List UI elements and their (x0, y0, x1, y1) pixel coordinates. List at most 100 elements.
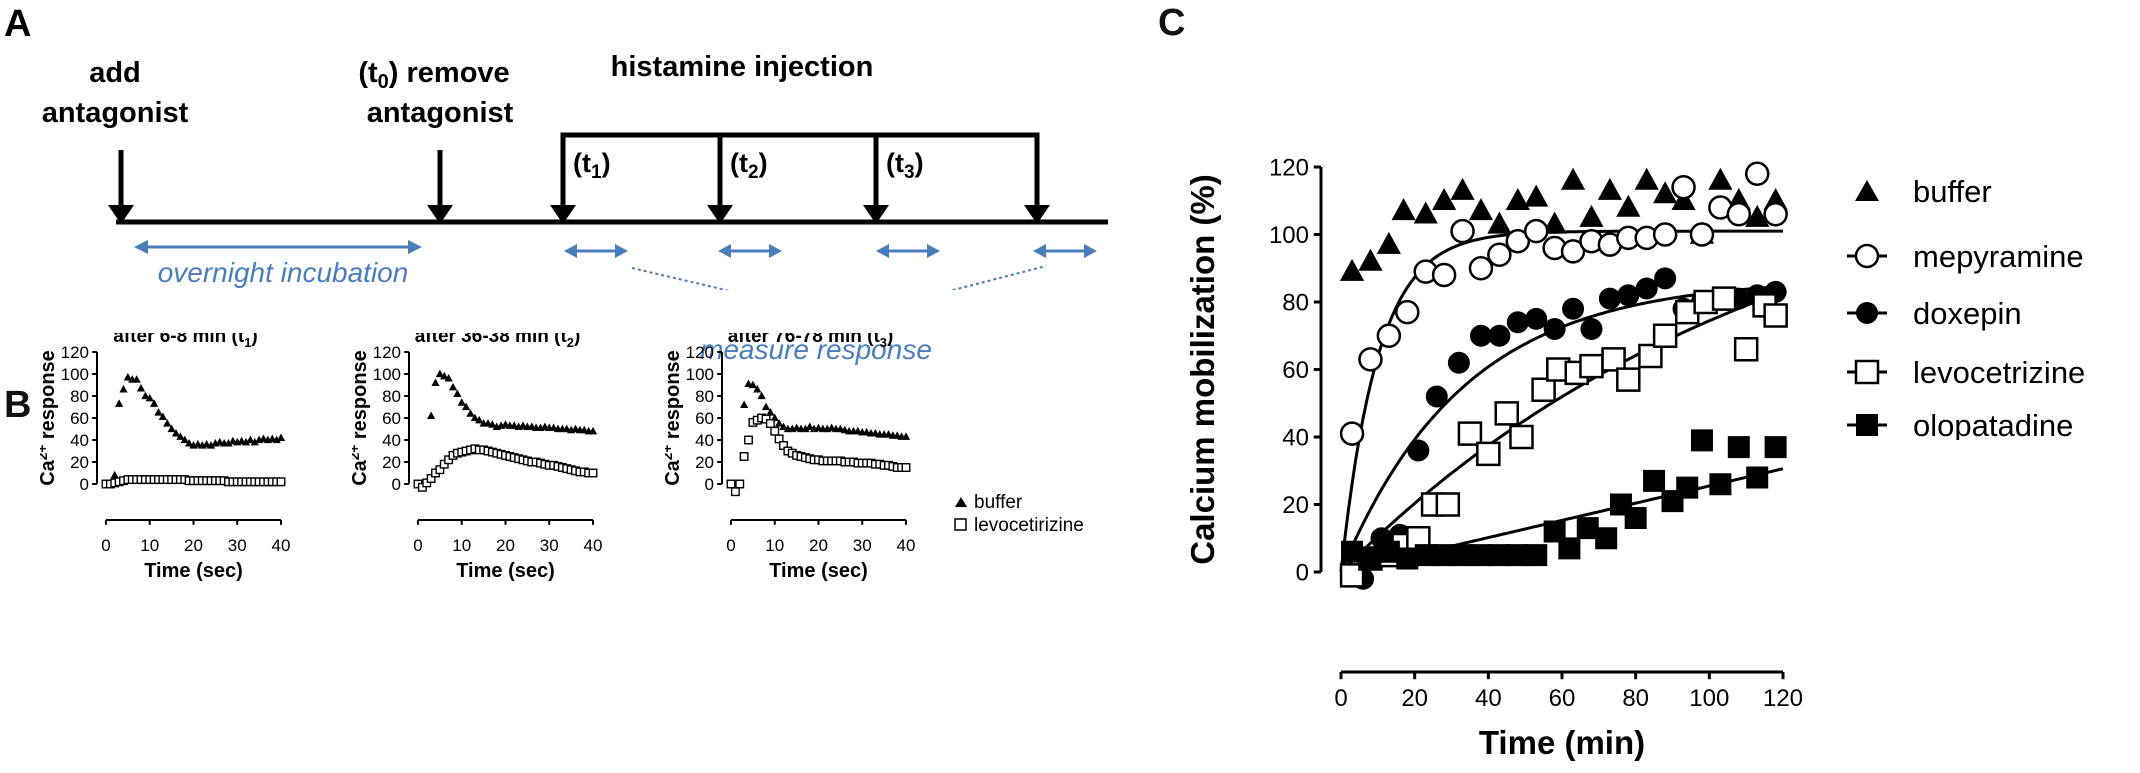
chart-b3-xtick-label: 30 (853, 536, 872, 555)
chart-c-point-buffer (1653, 181, 1678, 204)
chart-b2-point-buffer (435, 369, 444, 378)
chart-b3-point-levocetirizine (739, 452, 749, 461)
chart-c-point-olopatadine (1377, 540, 1400, 563)
chart-c-point-buffer (1450, 177, 1475, 200)
chart-b1-point-buffer (115, 399, 124, 407)
chart-b3-xtick-label: 40 (897, 536, 916, 555)
chart-b1-point-buffer (150, 399, 159, 407)
chart-c-point-olopatadine (1469, 544, 1492, 567)
chart-b1-point-buffer (176, 432, 185, 440)
chart-c-ytick-label: 0 (1296, 559, 1309, 586)
chart-b1-point-buffer (136, 383, 146, 392)
chart-c-xtick-label: 80 (1622, 685, 1649, 712)
measure-label: measure response (700, 334, 932, 365)
chart-b3-ytick-label: 60 (695, 409, 714, 428)
measure-arrows (564, 244, 1097, 258)
legend-c-mepyramine-label: mepyramine (1913, 239, 2084, 274)
chart-b1-point-buffer (185, 438, 194, 447)
chart-b1-title: after 6-8 min (t1) (113, 333, 257, 350)
chart-b1-point-buffer (123, 372, 132, 381)
chart-b1-point-buffer (119, 385, 128, 393)
chart-b3-point-buffer (901, 432, 911, 440)
chart-b3-point-levocetirizine (744, 435, 753, 445)
chart-c-point-buffer (1616, 194, 1641, 217)
chart-c-point-olopatadine (1764, 436, 1787, 459)
chart-b2-point-buffer (488, 420, 497, 428)
chart-b1-ytick-label: 100 (61, 365, 89, 384)
chart-c-point-olopatadine (1595, 527, 1618, 550)
chart-c-ytick-label: 60 (1282, 357, 1309, 384)
chart-c-point-buffer (1745, 204, 1770, 227)
chart-b1-ytick-label: 0 (80, 475, 89, 494)
chart-c-point-levocetrizine (1652, 323, 1678, 348)
chart-c-point-levocetrizine (1763, 303, 1788, 328)
legend-c-buffer-marker (1855, 180, 1879, 201)
chart-c-point-mepyramine (1744, 161, 1770, 186)
chart-c-ytick-label: 40 (1282, 424, 1309, 451)
chart-c-point-olopatadine (1525, 544, 1548, 567)
chart-c-fit-levocetrizine (1339, 290, 1784, 574)
chart-b1-point-buffer (250, 437, 259, 446)
chart-b1-xtick-label: 0 (101, 536, 110, 555)
chart-c-point-levocetrizine (1339, 563, 1365, 588)
chart-b1-point-buffer (246, 435, 255, 444)
chart-b3-xtick-label: 0 (726, 536, 735, 555)
chart-c-point-levocetrizine (1579, 353, 1604, 379)
chart-c-point-doxepin (1598, 287, 1621, 310)
chart-b2-xlabel: Time (sec) (456, 560, 555, 582)
chart-c-xtick-label: 0 (1334, 685, 1347, 712)
chart-b2-point-buffer (427, 411, 436, 419)
panel-b-label: B (4, 384, 32, 426)
chart-c-point-levocetrizine (1531, 377, 1556, 402)
chart-b3-ylabel: Ca2+ response (665, 350, 684, 486)
chart-b2-ylabel: Ca2+ response (352, 350, 371, 486)
chart-b3-ytick-label: 120 (686, 343, 714, 362)
chart-c-point-levocetrizine (1494, 401, 1519, 426)
chart-c-point-mepyramine (1689, 222, 1715, 247)
incubation-label: overnight incubation (158, 257, 409, 288)
chart-b1-point-buffer (206, 441, 216, 449)
chart-b1: after 6-8 min (t1) 0 20 40 60 80 100 120 0 10 20 30… (40, 333, 290, 582)
chart-b3-point-buffer (757, 391, 766, 400)
legend-b-levocetirizine-label: levocetirizine (974, 515, 1084, 536)
chart-b3-ytick-label: 100 (686, 365, 714, 384)
chart-b3-point-buffer (805, 422, 814, 430)
chart-c-point-doxepin (1469, 324, 1492, 347)
legend-c-buffer-label: buffer (1913, 174, 1992, 209)
legend-c-levocetrizine-label: levocetrizine (1913, 355, 2085, 390)
timeline-axis (116, 132, 1108, 225)
chart-c-point-olopatadine (1576, 517, 1599, 540)
chart-b2-point-buffer (470, 413, 479, 422)
legend-c: buffer mepyramine doxepin levocetrizine … (1847, 174, 2085, 440)
chart-b1-point-buffer (110, 470, 119, 479)
chart-b3-ytick-label: 80 (695, 387, 714, 406)
timeline-arrowheads (108, 205, 1050, 224)
measure-connector (631, 265, 1047, 290)
chart-c-point-olopatadine (1396, 547, 1419, 570)
legend-c-mepyramine-marker (1854, 243, 1880, 269)
chart-b2-xtick-label: 30 (540, 536, 559, 555)
chart-b1-point-buffer (163, 419, 172, 427)
chart-c-point-olopatadine (1451, 544, 1474, 567)
chart-b2-ytick-label: 100 (373, 365, 401, 384)
timepoint-t3: (t3) (886, 148, 924, 183)
chart-c-point-mepyramine (1450, 218, 1475, 244)
step-add-line2: antagonist (42, 97, 189, 129)
chart-b2-ytick-label: 120 (373, 343, 401, 362)
chart-c-point-mepyramine (1523, 218, 1549, 244)
chart-c-point-olopatadine (1643, 469, 1666, 492)
chart-c: 0 20 40 60 80 100 120 0 20 40 60 80 100 120 Time (min)… (1184, 154, 1803, 761)
chart-b2-point-buffer (466, 409, 475, 417)
chart-c-point-mepyramine (1376, 323, 1402, 348)
chart-b1-point-buffer (145, 393, 154, 402)
chart-b2: after 36-38 min (t2) 0 20 40 60 80 100 120 0 10 20… (352, 333, 602, 582)
chart-c-point-levocetrizine (1711, 286, 1737, 311)
chart-b3-point-levocetirizine (770, 426, 780, 436)
chart-b1-point-buffer (167, 424, 176, 433)
chart-c-point-doxepin (1506, 311, 1529, 334)
chart-b3-point-levocetirizine (726, 479, 736, 489)
chart-b1-point-buffer (241, 437, 251, 446)
chart-c-point-olopatadine (1359, 547, 1382, 570)
chart-b2-xtick-label: 20 (496, 536, 515, 555)
chart-c-point-levocetrizine (1638, 343, 1663, 369)
